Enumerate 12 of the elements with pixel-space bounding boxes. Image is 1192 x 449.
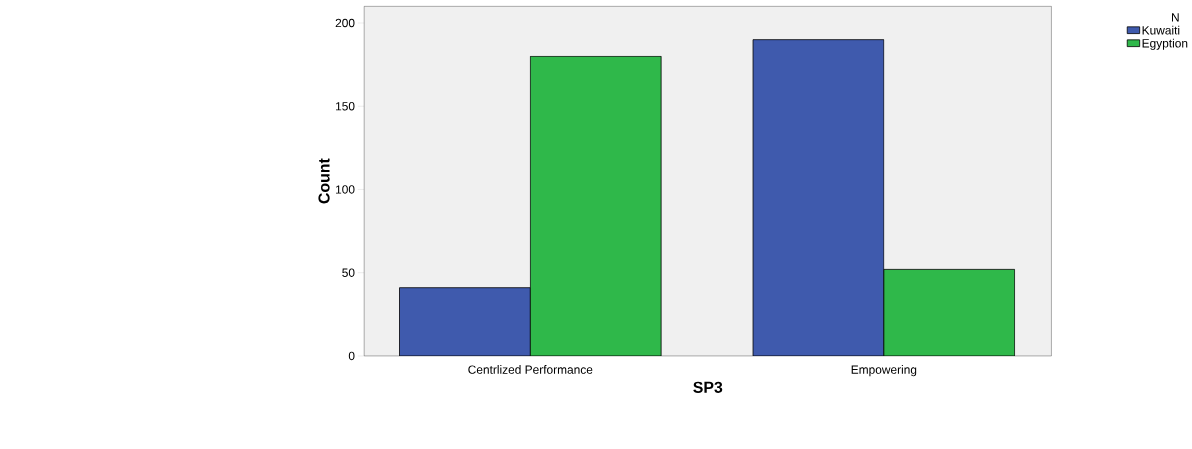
y-axis-title: Count [318,158,330,204]
y-tick-label: 100 [336,185,355,194]
legend-label: Kuwaiti [1142,25,1180,35]
x-tick-label: Empowering [851,365,917,377]
y-tick-label: 150 [336,101,355,111]
y-tick-label: 0 [348,351,355,361]
x-axis-title: SP3 [693,381,723,393]
x-tick-label: Centrlized Performance [468,365,593,374]
legend-title: N [1172,13,1179,22]
y-tick-label: 200 [335,18,355,28]
y-tick-label: 50 [342,268,355,277]
legend-label: Egyption [1142,38,1188,50]
